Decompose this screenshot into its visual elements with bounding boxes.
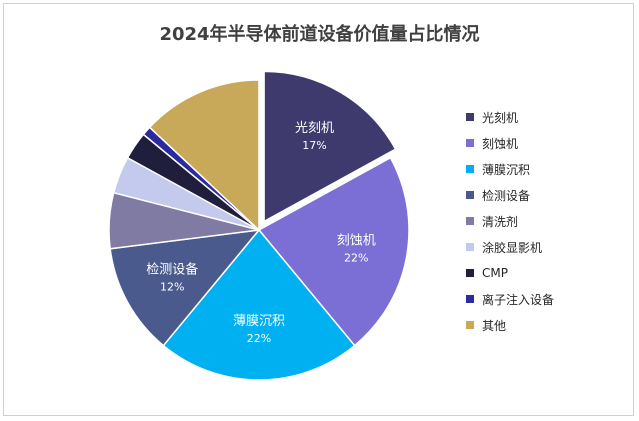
legend-label: 薄膜沉积 [482, 162, 531, 177]
legend-swatch [466, 321, 474, 329]
slice-value-label: 22% [247, 332, 271, 345]
chart-area: 2024年半导体前道设备价值量占比情况 光刻机 17% 刻蚀机 22% 薄膜沉积 22% 检… [3, 3, 634, 416]
legend-label: 光刻机 [482, 110, 519, 125]
legend-item: 离子注入设备 [466, 286, 554, 312]
legend-swatch [466, 113, 474, 121]
pie-chart: 光刻机 17% 刻蚀机 22% 薄膜沉积 22% 检测设备 12% [108, 70, 410, 381]
slice-value-label: 12% [160, 281, 184, 294]
pie-slice [148, 79, 260, 232]
legend-label: CMP [482, 266, 508, 280]
slice-value-label: 17% [302, 139, 326, 152]
legend-swatch [466, 139, 474, 147]
legend-item: 其他 [466, 312, 554, 338]
legend-item: CMP [466, 260, 554, 286]
pie-slice [162, 228, 356, 381]
legend-item: 涂胶显影机 [466, 234, 554, 260]
pie-slice [263, 70, 397, 223]
legend-item: 检测设备 [466, 182, 554, 208]
legend-label: 其他 [482, 318, 507, 333]
legend-label: 清洗剂 [482, 214, 519, 229]
legend-label: 刻蚀机 [482, 136, 519, 151]
slice-name-label: 光刻机 [295, 121, 334, 136]
legend-label: 涂胶显影机 [482, 240, 543, 255]
legend-swatch [466, 295, 474, 303]
legend-item: 光刻机 [466, 104, 554, 130]
legend: 光刻机刻蚀机薄膜沉积检测设备清洗剂涂胶显影机 CMP 离子注入设备 其他 [466, 104, 554, 338]
legend-swatch [466, 269, 474, 277]
legend-swatch [466, 191, 474, 199]
slice-name-label: 检测设备 [146, 262, 198, 278]
legend-label: 离子注入设备 [482, 292, 555, 307]
slice-name-label: 刻蚀机 [337, 234, 376, 249]
legend-item: 清洗剂 [466, 208, 554, 234]
legend-swatch [466, 165, 474, 173]
chart-title: 2024年半导体前道设备价值量占比情况 [159, 24, 480, 45]
slice-value-label: 22% [344, 252, 368, 265]
legend-item: 刻蚀机 [466, 130, 554, 156]
slice-name-label: 薄膜沉积 [233, 314, 285, 329]
legend-swatch [466, 217, 474, 225]
legend-swatch [466, 243, 474, 251]
legend-item: 薄膜沉积 [466, 156, 554, 182]
pie-slice [109, 229, 261, 347]
legend-label: 检测设备 [482, 188, 531, 203]
pie-slice [257, 156, 410, 347]
